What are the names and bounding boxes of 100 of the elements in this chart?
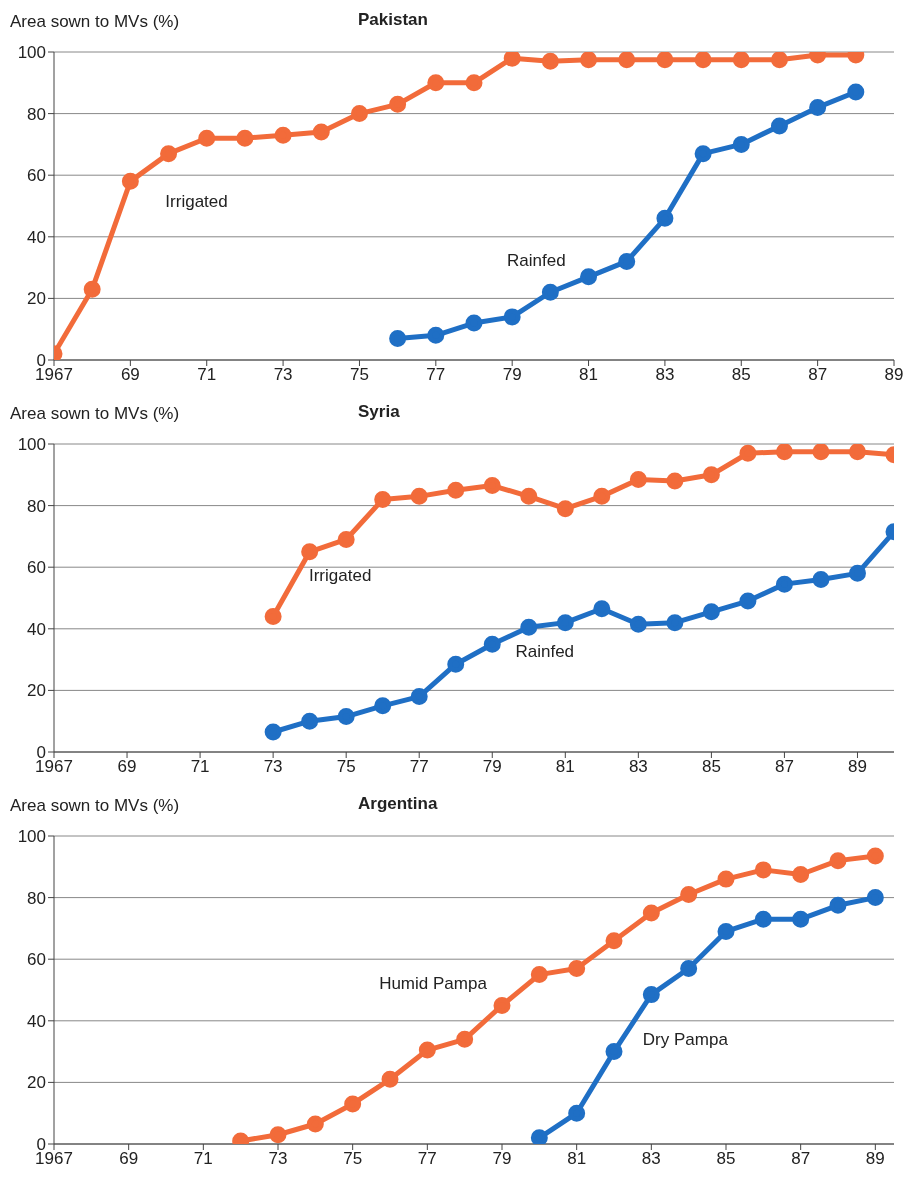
x-tick-label: 85 [731, 365, 751, 385]
series-label: Irrigated [308, 566, 372, 586]
x-tick-label: 77 [417, 1149, 437, 1169]
point [629, 615, 647, 633]
x-tick-label: 85 [701, 757, 721, 777]
point [198, 129, 216, 147]
point [337, 530, 355, 548]
x-tick-label: 73 [268, 1149, 288, 1169]
x-tick-label: 81 [579, 365, 599, 385]
point [702, 466, 720, 484]
point [530, 966, 548, 984]
point [829, 852, 847, 870]
y-tick-label: 80 [27, 104, 46, 124]
point [374, 490, 392, 508]
point [580, 52, 598, 69]
point [770, 52, 788, 69]
point [306, 1115, 324, 1133]
x-tick-label: 69 [117, 757, 137, 777]
point [465, 74, 483, 92]
point [812, 571, 830, 589]
x-tick-label: 87 [808, 365, 828, 385]
series-label: Irrigated [165, 192, 228, 212]
y-tick-label: 40 [27, 619, 46, 639]
point [717, 922, 735, 940]
x-tick-label: 75 [336, 757, 356, 777]
x-tick-label: 87 [791, 1149, 811, 1169]
point [301, 712, 319, 730]
y-tick-label: 40 [27, 227, 46, 247]
point [274, 126, 292, 144]
point [465, 314, 483, 332]
point [556, 500, 574, 518]
point [866, 889, 884, 907]
x-tick-label: 83 [641, 1149, 661, 1169]
point [739, 592, 757, 610]
point [866, 847, 884, 865]
chart-title: Argentina [358, 794, 438, 814]
x-tick-label: 77 [409, 757, 429, 777]
point [447, 481, 465, 499]
point [483, 477, 501, 495]
point [629, 470, 647, 488]
x-tick-label: 75 [349, 365, 369, 385]
point [418, 1041, 436, 1059]
point [568, 1104, 586, 1122]
point [556, 614, 574, 632]
point [389, 95, 407, 113]
x-tick-label: 83 [655, 365, 675, 385]
point [503, 52, 521, 67]
series-label: Dry Pampa [642, 1029, 729, 1049]
y-tick-label: 80 [27, 888, 46, 908]
point [374, 697, 392, 715]
chart-title: Pakistan [358, 10, 428, 30]
x-tick-label: 73 [273, 365, 293, 385]
point [456, 1030, 474, 1048]
x-tick-label: 71 [193, 1149, 213, 1169]
point [344, 1095, 362, 1113]
x-tick-label: 89 [848, 757, 867, 777]
x-tick-label: 69 [120, 365, 140, 385]
point [847, 83, 865, 101]
point [666, 472, 684, 490]
point [301, 543, 319, 561]
series-label: Rainfed [507, 251, 566, 271]
point [605, 932, 623, 950]
point [642, 986, 660, 1004]
x-tick-label: 87 [774, 757, 794, 777]
point [264, 723, 282, 741]
point [350, 105, 368, 123]
point [389, 329, 407, 347]
point [541, 283, 559, 301]
point [337, 708, 355, 726]
x-tick-label: 89 [865, 1149, 885, 1169]
x-tick-label: 83 [628, 757, 648, 777]
point [312, 123, 330, 141]
point [656, 52, 674, 69]
point [656, 209, 674, 227]
x-tick-label: 73 [263, 757, 283, 777]
y-tick-label: 20 [27, 1073, 46, 1093]
point [410, 487, 428, 505]
y-tick-label: 80 [27, 496, 46, 516]
y-tick-label: 20 [27, 289, 46, 309]
point [812, 444, 830, 461]
point [520, 618, 538, 636]
point [732, 52, 750, 69]
point [642, 904, 660, 922]
point [809, 98, 827, 116]
x-tick-label: 75 [343, 1149, 363, 1169]
point [530, 1129, 548, 1144]
point [520, 487, 538, 505]
y-tick-label: 100 [17, 435, 46, 455]
point [680, 886, 698, 904]
y-tick-label: 100 [17, 43, 46, 63]
point [848, 444, 866, 461]
point [739, 444, 757, 462]
x-tick-label: 79 [502, 365, 522, 385]
y-tick-label: 60 [27, 950, 46, 970]
point [493, 996, 511, 1014]
series-label: Rainfed [515, 642, 575, 662]
point [618, 52, 636, 69]
y-tick-label: 20 [27, 681, 46, 701]
point [568, 959, 586, 977]
point [754, 910, 772, 928]
